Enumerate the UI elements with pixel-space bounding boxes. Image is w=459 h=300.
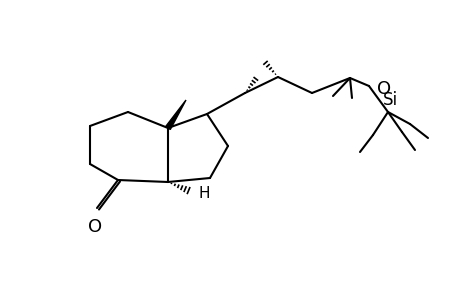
Polygon shape bbox=[165, 100, 185, 130]
Text: O: O bbox=[376, 80, 390, 98]
Text: H: H bbox=[199, 185, 210, 200]
Text: Si: Si bbox=[381, 91, 397, 109]
Text: O: O bbox=[88, 218, 102, 236]
